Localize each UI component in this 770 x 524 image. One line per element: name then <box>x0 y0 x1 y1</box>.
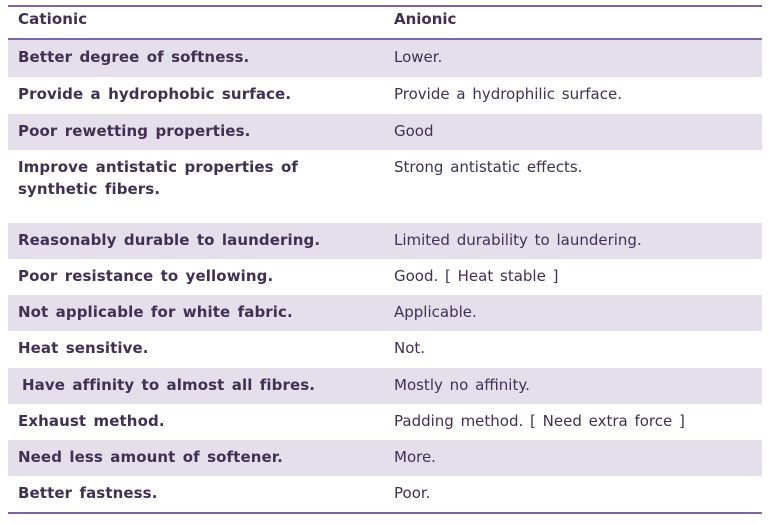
table-row: Heat sensitive. Not. <box>8 331 762 368</box>
cationic-cell: Poor resistance to yellowing. <box>18 267 274 285</box>
anionic-cell: Not. <box>394 339 426 357</box>
cationic-cell: Provide a hydrophobic surface. <box>18 85 292 103</box>
table-row: Exhaust method. Padding method. [ Need e… <box>8 404 762 440</box>
table-row: Have affinity to almost all fibres. Most… <box>8 368 762 404</box>
table-row: Improve antistatic properties of synthet… <box>8 150 762 223</box>
table-row: Poor rewetting properties. Good <box>8 114 762 150</box>
table-row: Poor resistance to yellowing. Good. [ He… <box>8 259 762 295</box>
cationic-cell: Improve antistatic properties of synthet… <box>18 158 298 198</box>
anionic-cell: Lower. <box>394 48 443 66</box>
anionic-cell: Provide a hydrophilic surface. <box>394 85 622 103</box>
cationic-cell: Better fastness. <box>18 484 158 502</box>
table-row: Not applicable for white fabric. Applica… <box>8 295 762 331</box>
cationic-cell: Poor rewetting properties. <box>18 122 251 140</box>
table-row: Reasonably durable to laundering. Limite… <box>8 223 762 259</box>
anionic-cell: Padding method. [ Need extra force ] <box>394 412 685 430</box>
table-row: Need less amount of softener. More. <box>8 440 762 476</box>
header-cationic: Cationic <box>18 10 88 28</box>
anionic-cell: Good. [ Heat stable ] <box>394 267 559 285</box>
table-row: Provide a hydrophobic surface. Provide a… <box>8 77 762 114</box>
cationic-cell: Not applicable for white fabric. <box>18 303 293 321</box>
cationic-cell: Better degree of softness. <box>18 48 250 66</box>
table-header-row: Cationic Anionic <box>8 7 762 40</box>
anionic-cell: Limited durability to laundering. <box>394 231 642 249</box>
cationic-cell: Need less amount of softener. <box>18 448 283 466</box>
comparison-table: Cationic Anionic Better degree of softne… <box>8 5 762 514</box>
anionic-cell: Strong antistatic effects. <box>394 158 583 176</box>
anionic-cell: Mostly no affinity. <box>394 376 530 394</box>
table-row: Better degree of softness. Lower. <box>8 40 762 77</box>
header-anionic: Anionic <box>394 10 457 28</box>
cationic-cell: Have affinity to almost all fibres. <box>22 376 316 394</box>
anionic-cell: Poor. <box>394 484 431 502</box>
table-row: Better fastness. Poor. <box>8 476 762 512</box>
anionic-cell: Applicable. <box>394 303 477 321</box>
anionic-cell: Good <box>394 122 434 140</box>
cationic-cell: Reasonably durable to laundering. <box>18 231 321 249</box>
cationic-cell: Exhaust method. <box>18 412 165 430</box>
cationic-cell: Heat sensitive. <box>18 339 149 357</box>
anionic-cell: More. <box>394 448 436 466</box>
